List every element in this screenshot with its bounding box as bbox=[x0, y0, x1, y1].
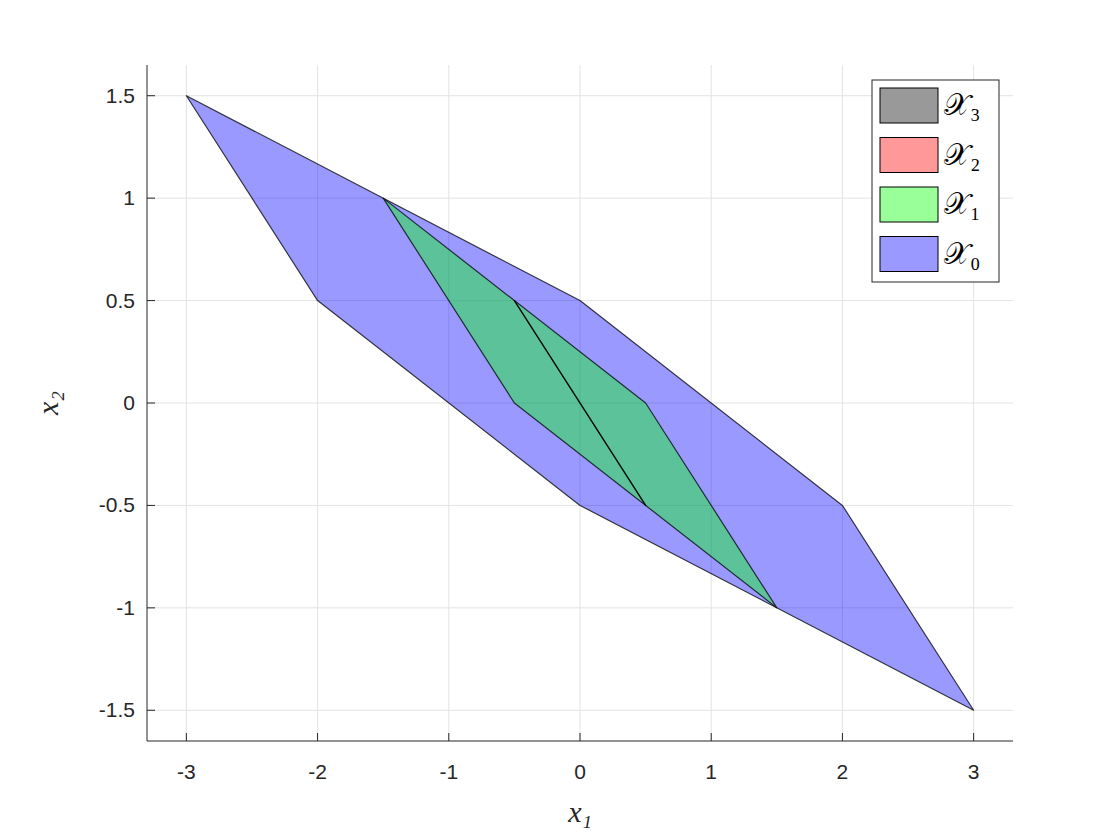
polygon bbox=[514, 301, 645, 506]
legend-swatch bbox=[880, 187, 938, 222]
x-tick-label: 2 bbox=[837, 760, 849, 783]
polygon bbox=[383, 198, 777, 608]
x-tick-label: -2 bbox=[308, 760, 327, 783]
x-tick-label: -3 bbox=[177, 760, 196, 783]
legend: 𝒳₃ 𝒳₂ 𝒳₁ 𝒳₀ bbox=[872, 80, 999, 282]
y-tick bbox=[147, 607, 155, 608]
chart-container: -3 -2 -1 0 1 2 3 -1.5 -1 -0.5 0 0.5 1 1.5 x₁ x₂ 𝒳₃ 𝒳₂ 𝒳₁ 𝒳₀ bbox=[0, 0, 1120, 840]
y-tick-label: -0.5 bbox=[99, 493, 135, 516]
y-tick-label: 1 bbox=[123, 186, 135, 209]
x-tick bbox=[973, 733, 974, 741]
y-tick-label: 0 bbox=[123, 391, 135, 414]
y-tick-label: -1.5 bbox=[99, 698, 135, 721]
legend-box bbox=[872, 80, 999, 282]
legend-label: 𝒳₂ bbox=[944, 138, 980, 171]
legend-swatch bbox=[880, 138, 938, 173]
legend-label: 𝒳₀ bbox=[944, 237, 980, 270]
x-tick bbox=[842, 733, 843, 741]
x-tick-label: 3 bbox=[968, 760, 980, 783]
y-tick bbox=[147, 198, 155, 199]
x-tick bbox=[580, 733, 581, 741]
polygon bbox=[514, 301, 645, 506]
legend-swatch bbox=[880, 237, 938, 272]
y-tick-label: -1 bbox=[116, 596, 135, 619]
legend-label: 𝒳₃ bbox=[944, 88, 980, 121]
polygon bbox=[186, 96, 973, 711]
legend-label: 𝒳₁ bbox=[944, 187, 980, 220]
y-tick bbox=[147, 403, 155, 404]
grid bbox=[147, 65, 1013, 741]
axes: -3 -2 -1 0 1 2 3 -1.5 -1 -0.5 0 0.5 1 1.5 bbox=[99, 65, 1013, 783]
x-tick bbox=[448, 733, 449, 741]
y-tick bbox=[147, 300, 155, 301]
y-tick-label: 0.5 bbox=[106, 289, 135, 312]
y-grid-line bbox=[147, 710, 1013, 711]
y-tick bbox=[147, 710, 155, 711]
y-tick-label: 1.5 bbox=[106, 84, 135, 107]
x-tick-label: -1 bbox=[439, 760, 458, 783]
x-tick-label: 0 bbox=[574, 760, 586, 783]
x-tick bbox=[711, 733, 712, 741]
chart: -3 -2 -1 0 1 2 3 -1.5 -1 -0.5 0 0.5 1 1.5 x₁ x₂ 𝒳₃ 𝒳₂ 𝒳₁ 𝒳₀ bbox=[0, 0, 1120, 840]
legend-swatch bbox=[880, 88, 938, 123]
plot-area bbox=[186, 96, 973, 711]
x-axis-label: x₁ bbox=[567, 795, 592, 828]
y-tick bbox=[147, 95, 155, 96]
x-tick bbox=[186, 733, 187, 741]
x-tick-label: 1 bbox=[705, 760, 717, 783]
y-tick bbox=[147, 505, 155, 506]
x-tick bbox=[317, 733, 318, 741]
y-axis-label: x₂ bbox=[31, 391, 64, 416]
